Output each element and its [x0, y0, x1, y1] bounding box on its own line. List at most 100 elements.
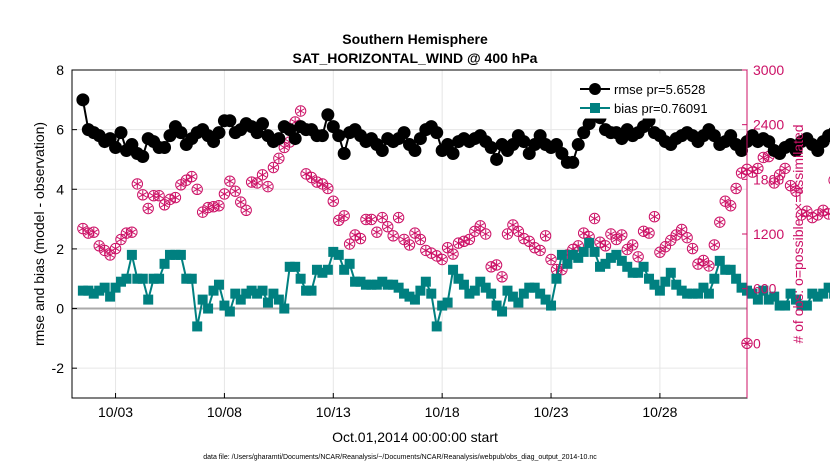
- x-tick-label: 10/28: [642, 404, 677, 420]
- bias-point: [458, 279, 469, 290]
- y-right-tick-label: 600: [753, 281, 777, 297]
- bias-point: [524, 282, 535, 293]
- asterisk-stroke: [443, 244, 452, 251]
- bias-point: [573, 252, 584, 263]
- bias-point: [540, 294, 551, 305]
- assimilated-marker: [236, 197, 245, 207]
- series-assimilated: [78, 106, 830, 282]
- asterisk-stroke: [508, 222, 518, 228]
- bias-point: [687, 288, 698, 299]
- legend-bias-label: bias pr=0.76091: [614, 101, 708, 116]
- assimilated-marker: [437, 255, 447, 265]
- bias-point: [682, 288, 693, 299]
- asterisk-stroke: [682, 234, 692, 241]
- bias-point: [252, 288, 263, 299]
- possible-marker: [730, 182, 742, 195]
- assimilated-marker: [122, 228, 131, 238]
- possible-marker: [387, 230, 399, 242]
- bias-point: [584, 237, 595, 248]
- asterisk-stroke: [127, 229, 137, 235]
- bias-point: [546, 300, 557, 311]
- assimilated-marker: [704, 261, 714, 271]
- bias-point: [769, 291, 780, 302]
- assimilated-marker: [682, 233, 692, 243]
- bias-point: [143, 294, 154, 305]
- bias-point: [246, 285, 257, 296]
- asterisk-stroke: [389, 233, 398, 239]
- rmse-point: [446, 146, 460, 160]
- x-tick-label: 10/08: [207, 404, 242, 420]
- bias-point: [404, 291, 415, 302]
- bias-point: [290, 261, 301, 272]
- rmse-point: [337, 146, 351, 160]
- asterisk-stroke: [672, 232, 681, 238]
- assimilated-marker: [378, 213, 387, 223]
- bias-point: [442, 297, 453, 308]
- possible-marker: [235, 196, 247, 208]
- assimilated-marker: [307, 173, 316, 183]
- assimilated-marker: [666, 235, 675, 245]
- possible-marker: [191, 183, 203, 196]
- assimilated-marker: [340, 211, 349, 221]
- assimilated-marker: [476, 221, 485, 231]
- assimilated-marker: [334, 215, 343, 225]
- possible-marker: [714, 216, 726, 228]
- bias-point: [164, 249, 175, 260]
- bias-point: [725, 264, 736, 275]
- assimilated-marker: [209, 202, 218, 212]
- bias-point: [88, 288, 99, 299]
- legend-rmse-marker: [589, 83, 601, 95]
- assimilated-marker: [486, 262, 496, 272]
- assimilated-marker: [617, 230, 626, 240]
- asterisk-stroke: [731, 185, 741, 192]
- asterisk-stroke: [334, 217, 343, 224]
- asterisk-stroke: [666, 237, 675, 244]
- assimilated-marker: [644, 228, 654, 238]
- possible-marker: [142, 202, 154, 215]
- possible-marker: [480, 228, 492, 240]
- asterisk-stroke: [454, 240, 463, 246]
- bias-point: [333, 249, 344, 260]
- bias-point: [605, 252, 616, 263]
- bias-point: [192, 321, 203, 332]
- assimilated-marker: [345, 239, 354, 249]
- asterisk-stroke: [116, 236, 126, 243]
- bias-point: [339, 264, 350, 275]
- bias-point: [317, 267, 328, 278]
- series-rmse: [76, 93, 830, 169]
- asterisk-stroke: [78, 225, 88, 232]
- bias-point: [393, 282, 404, 293]
- asterisk-stroke: [171, 194, 180, 201]
- asterisk-stroke: [269, 164, 278, 171]
- y-left-tick-label: 0: [56, 301, 64, 317]
- y-left-axis-label: rmse and bias (model - observation): [31, 122, 47, 346]
- bias-point: [355, 276, 366, 287]
- asterisk-stroke: [307, 174, 316, 181]
- possible-marker: [768, 177, 780, 189]
- bias-point: [518, 288, 529, 299]
- rmse-point: [375, 144, 389, 158]
- asterisk-stroke: [405, 242, 414, 248]
- asterisk-stroke: [612, 236, 621, 243]
- assimilated-marker: [78, 224, 88, 234]
- assimilated-marker: [503, 229, 512, 239]
- rmse-point: [517, 135, 531, 149]
- assimilated-marker: [165, 194, 175, 204]
- asterisk-stroke: [753, 165, 763, 172]
- rmse-point: [332, 129, 346, 143]
- bias-point: [676, 285, 687, 296]
- rmse-point: [315, 129, 329, 143]
- asterisk-stroke: [318, 181, 327, 187]
- possible-marker: [496, 271, 508, 283]
- assimilated-marker: [731, 183, 741, 193]
- bias-point: [306, 285, 317, 296]
- possible-marker: [224, 175, 236, 187]
- assimilated-marker: [111, 244, 120, 254]
- bias-point: [99, 282, 110, 293]
- assimilated-marker: [443, 243, 452, 253]
- rmse-point: [136, 149, 150, 163]
- asterisk-stroke: [231, 188, 240, 194]
- assimilated-marker: [481, 229, 490, 239]
- rmse-point: [272, 132, 286, 146]
- possible-marker: [327, 195, 339, 207]
